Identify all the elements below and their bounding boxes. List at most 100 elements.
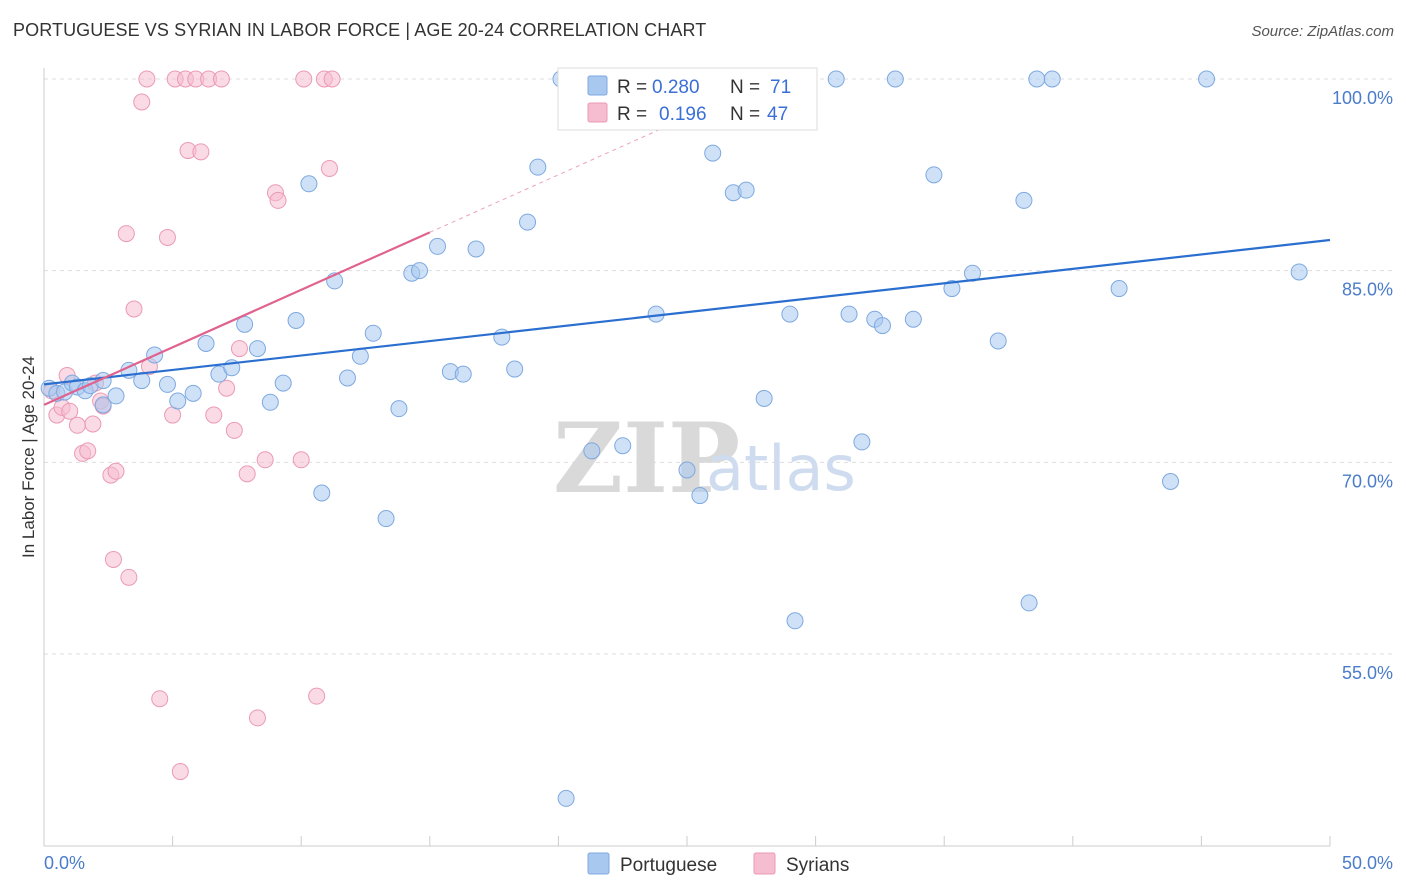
point-syrians (107, 462, 125, 480)
point-portuguese (786, 612, 804, 630)
bottom-legend: Portuguese Syrians (587, 852, 849, 876)
point-portuguese (519, 213, 537, 231)
point-portuguese (853, 433, 871, 451)
point-syrians (248, 709, 266, 727)
point-portuguese (557, 789, 575, 807)
point-syrians (125, 300, 143, 318)
trend-lines (43, 116, 1331, 406)
y-tick-label: 85.0% (1342, 280, 1393, 300)
point-portuguese (614, 437, 632, 455)
legend-n-label-portuguese: N = (730, 77, 760, 98)
trend-line-syrians-extension (429, 116, 688, 233)
point-portuguese (411, 262, 429, 280)
point-portuguese (313, 484, 331, 502)
point-portuguese (506, 360, 524, 378)
source-label: Source: ZipAtlas.com (1251, 23, 1394, 40)
watermark-zip: ZIP (553, 402, 740, 515)
point-portuguese (678, 461, 696, 479)
legend-r-value-portuguese: 0.280 (652, 77, 700, 98)
legend-n-value-portuguese: 71 (770, 77, 791, 98)
series-syrians (43, 70, 341, 781)
point-syrians (68, 416, 86, 434)
point-syrians (225, 421, 243, 439)
y-tick-label: 70.0% (1342, 471, 1393, 491)
series-portuguese (40, 70, 1308, 807)
point-syrians (138, 70, 156, 88)
point-portuguese (287, 312, 305, 329)
point-syrians (238, 465, 256, 483)
point-portuguese (300, 175, 318, 193)
point-syrians (205, 406, 223, 424)
point-syrians (120, 568, 138, 586)
x-axis-ticks (43, 836, 1331, 846)
point-portuguese (1043, 70, 1061, 88)
point-syrians (192, 143, 210, 161)
point-portuguese (704, 144, 722, 162)
point-portuguese (1110, 280, 1128, 298)
point-portuguese (429, 237, 447, 255)
y-axis-label: In Labor Force | Age 20-24 (19, 356, 38, 558)
point-portuguese (904, 310, 922, 328)
point-syrians (104, 550, 122, 568)
y-tick-label: 100.0% (1332, 88, 1393, 108)
legend-r-label-syrians: R = (617, 104, 647, 125)
watermark-atlas: atlas (706, 432, 856, 505)
point-portuguese (840, 305, 858, 323)
point-portuguese (1015, 191, 1033, 209)
y-tick-label: 55.0% (1342, 663, 1393, 683)
point-portuguese (364, 324, 382, 342)
point-portuguese (158, 375, 176, 393)
point-portuguese (873, 317, 891, 335)
point-portuguese (274, 374, 292, 392)
point-portuguese (197, 335, 215, 352)
point-portuguese (1020, 594, 1038, 612)
y-axis-labels: 55.0% 70.0% 85.0% 100.0% (1332, 88, 1393, 683)
point-portuguese (1198, 70, 1216, 88)
point-syrians (269, 191, 287, 209)
point-portuguese (169, 392, 187, 410)
point-portuguese (377, 510, 395, 528)
point-portuguese (827, 70, 845, 88)
point-portuguese (94, 396, 112, 414)
bottom-legend-swatch-portuguese (587, 852, 610, 875)
point-portuguese (781, 305, 799, 323)
bottom-legend-label-syrians: Syrians (786, 855, 849, 876)
point-syrians (230, 340, 248, 358)
legend: R = 0.280 N = 71 R = 0.196 N = 47 (557, 67, 818, 131)
gridlines (44, 78, 1393, 655)
x-tick-label-min: 0.0% (44, 853, 85, 873)
legend-n-label-syrians: N = (730, 104, 760, 125)
point-portuguese (943, 280, 961, 298)
point-syrians (151, 690, 169, 708)
point-portuguese (755, 389, 773, 407)
point-portuguese (1290, 263, 1308, 281)
point-portuguese (467, 240, 485, 258)
point-portuguese (454, 365, 472, 383)
point-portuguese (925, 166, 943, 184)
point-portuguese (583, 442, 601, 460)
point-portuguese (248, 340, 266, 358)
trend-line-syrians (43, 231, 431, 406)
point-syrians (218, 379, 236, 397)
point-portuguese (989, 332, 1007, 350)
point-portuguese (737, 181, 755, 199)
legend-r-label-portuguese: R = (617, 77, 647, 98)
point-portuguese (1162, 473, 1180, 490)
point-syrians (320, 159, 338, 177)
point-portuguese (390, 400, 408, 418)
point-portuguese (351, 347, 369, 365)
point-portuguese (1028, 70, 1046, 88)
point-syrians (171, 763, 189, 781)
point-portuguese (529, 158, 547, 176)
point-syrians (323, 70, 341, 88)
point-syrians (212, 70, 230, 88)
point-syrians (79, 442, 97, 460)
bottom-legend-label-portuguese: Portuguese (620, 855, 717, 876)
point-syrians (84, 415, 102, 433)
bottom-legend-swatch-syrians (753, 852, 776, 875)
point-syrians (61, 402, 79, 420)
point-syrians (133, 93, 151, 111)
point-syrians (256, 451, 274, 469)
x-tick-label-max: 50.0% (1342, 853, 1393, 873)
point-syrians (308, 687, 326, 705)
